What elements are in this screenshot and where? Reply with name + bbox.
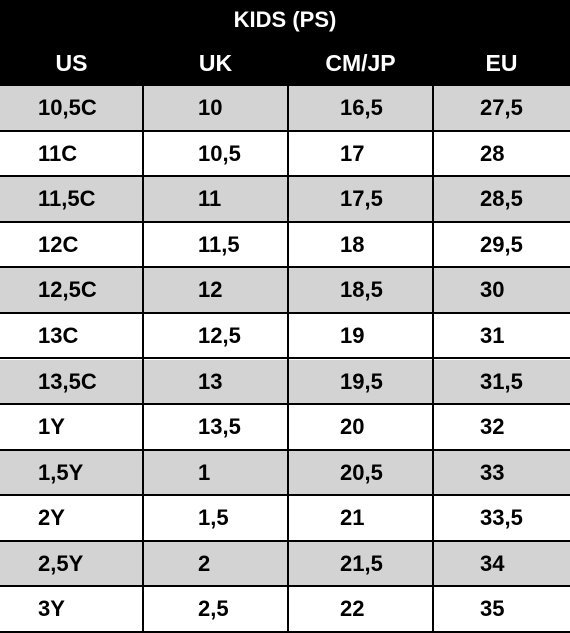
table-row: 12,5C 12 18,5 30: [0, 268, 570, 314]
table-cell: 10,5C: [38, 95, 97, 120]
table-cell: 18,5: [340, 277, 383, 303]
table-cell: 12,5: [198, 322, 241, 348]
table-cell: 32: [480, 414, 505, 440]
table-cell: 11C: [38, 140, 78, 166]
table-cell: 18: [340, 231, 365, 257]
table-cell: 2,5: [198, 596, 229, 622]
table-title: KIDS (PS): [0, 0, 570, 40]
column-divider: [287, 86, 289, 633]
table-cell: 16,5: [340, 95, 383, 120]
table-cell: 33: [480, 459, 505, 485]
table-cell: 35: [480, 596, 505, 622]
table-cell: 13: [198, 368, 223, 394]
table-cell: 27,5: [480, 95, 523, 120]
table-cell: 2Y: [38, 505, 65, 531]
table-cell: 11: [198, 186, 222, 212]
table-cell: 12,5C: [38, 277, 97, 303]
table-row: 1Y 13,5 20 32: [0, 405, 570, 451]
column-divider: [142, 86, 144, 633]
table-cell: 2,5Y: [38, 550, 84, 576]
column-header: EU: [485, 50, 518, 76]
table-cell: 20,5: [340, 459, 383, 485]
table-cell: 30: [480, 277, 505, 303]
table-cell: 22: [340, 596, 365, 622]
column-header: US: [55, 50, 88, 76]
table-cell: 31,5: [480, 368, 523, 394]
table-row: 12C 11,5 18 29,5: [0, 222, 570, 269]
table-row: 1,5Y 1 20,5 33: [0, 450, 570, 497]
table-row: 11,5C 11 17,5 28,5: [0, 177, 570, 223]
table-row: 11C 10,5 17 28: [0, 131, 570, 178]
table-cell: 1,5: [198, 505, 229, 531]
table-cell: 11,5: [198, 231, 240, 257]
header-row: US UK CM/JP EU: [0, 40, 570, 86]
table-cell: 10: [198, 95, 223, 120]
table-cell: 17: [340, 140, 365, 166]
column-header: UK: [198, 50, 233, 76]
table-cell: 12: [198, 277, 223, 303]
table-cell: 20: [340, 414, 365, 440]
table-cell: 17,5: [340, 186, 383, 212]
table-cell: 3Y: [38, 596, 65, 622]
table-cell: 1Y: [38, 414, 65, 440]
table-cell: 2: [198, 550, 211, 576]
table-cell: 13,5C: [38, 368, 97, 394]
table-cell: 21: [340, 505, 365, 531]
table-cell: 19: [340, 322, 365, 348]
table-row: 13C 12,5 19 31: [0, 313, 570, 360]
table-cell: 11,5C: [38, 186, 96, 212]
table-cell: 28,5: [480, 186, 523, 212]
table-row: 10,5C 10 16,5 27,5: [0, 86, 570, 132]
table-cell: 13C: [38, 322, 79, 348]
table-row: 2,5Y 2 21,5 34: [0, 541, 570, 588]
table-row: 2Y 1,5 21 33,5: [0, 496, 570, 542]
table-cell: 10,5: [198, 140, 241, 166]
column-divider: [432, 86, 434, 633]
table-cell: 33,5: [480, 505, 523, 531]
table-cell: 31: [480, 322, 505, 348]
table-row: 3Y 2,5 22 35: [0, 587, 570, 633]
table-cell: 28: [480, 140, 505, 166]
table-cell: 12C: [38, 231, 79, 257]
table-cell: 1,5Y: [38, 459, 84, 485]
column-header: CM/JP: [325, 50, 396, 76]
table-cell: 29,5: [480, 231, 523, 257]
table-cell: 1: [198, 459, 211, 485]
table-cell: 19,5: [340, 368, 383, 394]
table-cell: 13,5: [198, 414, 241, 440]
table-cell: 21,5: [340, 550, 383, 576]
table-row: 13,5C 13 19,5 31,5: [0, 359, 570, 406]
table-cell: 34: [480, 550, 505, 576]
